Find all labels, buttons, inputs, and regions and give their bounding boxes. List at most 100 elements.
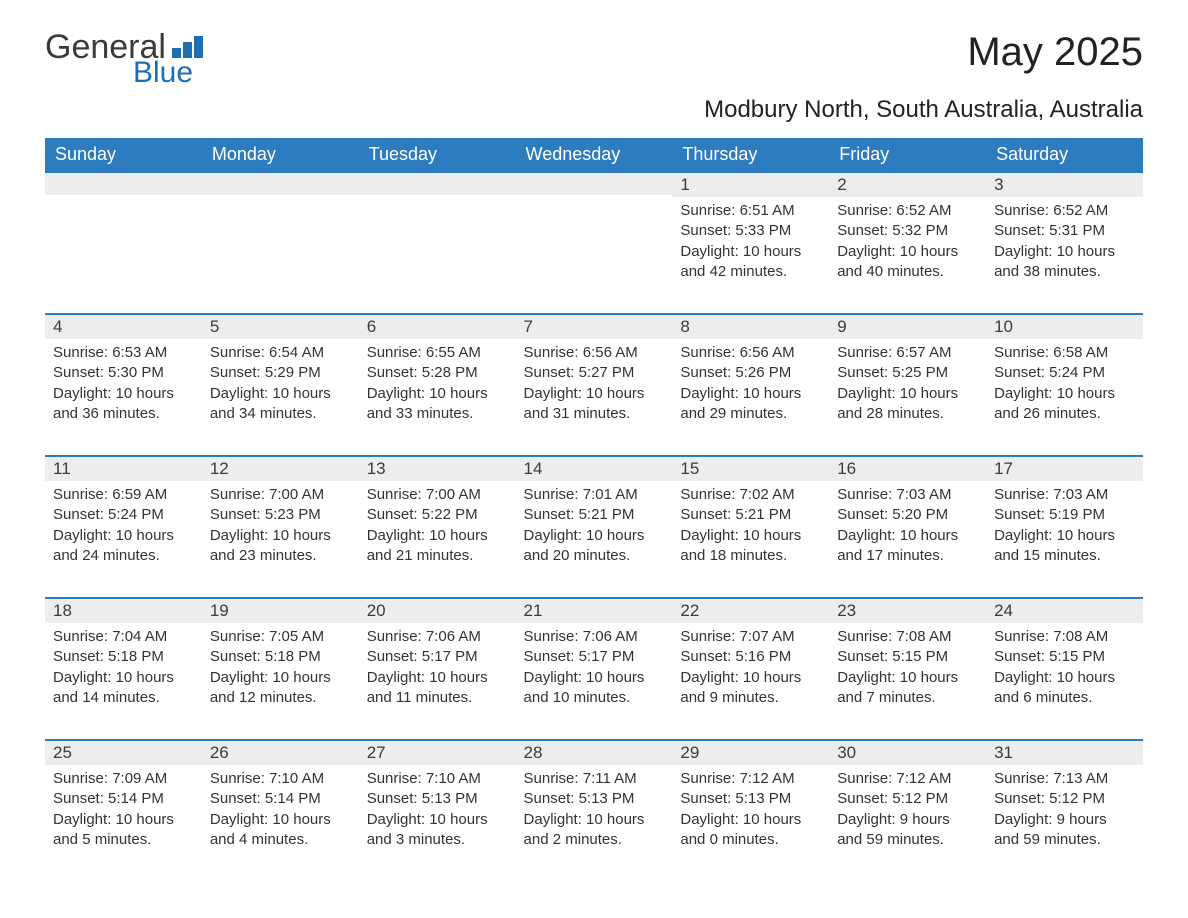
day-details: Sunrise: 6:58 AMSunset: 5:24 PMDaylight:… xyxy=(986,339,1143,430)
calendar-day-cell: 30Sunrise: 7:12 AMSunset: 5:12 PMDayligh… xyxy=(829,739,986,881)
sunrise-line: Sunrise: 6:53 AM xyxy=(53,343,194,363)
day-details xyxy=(516,195,673,275)
day-details: Sunrise: 6:57 AMSunset: 5:25 PMDaylight:… xyxy=(829,339,986,430)
weekday-header: Sunday xyxy=(45,138,202,171)
day-number: 4 xyxy=(45,313,202,339)
daylight-line: Daylight: 10 hours and 29 minutes. xyxy=(680,384,821,425)
daylight-line: Daylight: 10 hours and 20 minutes. xyxy=(524,526,665,567)
sunset-line: Sunset: 5:24 PM xyxy=(994,363,1135,383)
sunset-line: Sunset: 5:13 PM xyxy=(680,789,821,809)
sunrise-line: Sunrise: 6:56 AM xyxy=(680,343,821,363)
sunset-line: Sunset: 5:23 PM xyxy=(210,505,351,525)
daylight-line: Daylight: 10 hours and 10 minutes. xyxy=(524,668,665,709)
calendar-day-cell: 16Sunrise: 7:03 AMSunset: 5:20 PMDayligh… xyxy=(829,455,986,597)
day-number: 30 xyxy=(829,739,986,765)
sunset-line: Sunset: 5:17 PM xyxy=(367,647,508,667)
daylight-line: Daylight: 10 hours and 34 minutes. xyxy=(210,384,351,425)
calendar-day-cell: 28Sunrise: 7:11 AMSunset: 5:13 PMDayligh… xyxy=(516,739,673,881)
day-details: Sunrise: 7:11 AMSunset: 5:13 PMDaylight:… xyxy=(516,765,673,856)
sunrise-line: Sunrise: 7:02 AM xyxy=(680,485,821,505)
sunrise-line: Sunrise: 7:13 AM xyxy=(994,769,1135,789)
calendar-day-cell: 27Sunrise: 7:10 AMSunset: 5:13 PMDayligh… xyxy=(359,739,516,881)
day-details: Sunrise: 7:08 AMSunset: 5:15 PMDaylight:… xyxy=(986,623,1143,714)
sunset-line: Sunset: 5:25 PM xyxy=(837,363,978,383)
daylight-line: Daylight: 10 hours and 14 minutes. xyxy=(53,668,194,709)
sunrise-line: Sunrise: 7:10 AM xyxy=(210,769,351,789)
calendar-week-row: 25Sunrise: 7:09 AMSunset: 5:14 PMDayligh… xyxy=(45,739,1143,881)
calendar-day-cell: 11Sunrise: 6:59 AMSunset: 5:24 PMDayligh… xyxy=(45,455,202,597)
calendar-day-cell: 14Sunrise: 7:01 AMSunset: 5:21 PMDayligh… xyxy=(516,455,673,597)
day-number: 7 xyxy=(516,313,673,339)
daylight-line: Daylight: 10 hours and 21 minutes. xyxy=(367,526,508,567)
calendar-day-cell: 7Sunrise: 6:56 AMSunset: 5:27 PMDaylight… xyxy=(516,313,673,455)
day-details xyxy=(359,195,516,275)
daylight-line: Daylight: 10 hours and 0 minutes. xyxy=(680,810,821,851)
calendar-day-cell: 20Sunrise: 7:06 AMSunset: 5:17 PMDayligh… xyxy=(359,597,516,739)
sunrise-line: Sunrise: 7:03 AM xyxy=(837,485,978,505)
calendar-day-cell: 6Sunrise: 6:55 AMSunset: 5:28 PMDaylight… xyxy=(359,313,516,455)
sunset-line: Sunset: 5:14 PM xyxy=(53,789,194,809)
day-number: 9 xyxy=(829,313,986,339)
day-number: 8 xyxy=(672,313,829,339)
calendar-day-cell: 24Sunrise: 7:08 AMSunset: 5:15 PMDayligh… xyxy=(986,597,1143,739)
day-number: 26 xyxy=(202,739,359,765)
day-number xyxy=(45,171,202,195)
sunrise-line: Sunrise: 6:55 AM xyxy=(367,343,508,363)
day-details: Sunrise: 7:07 AMSunset: 5:16 PMDaylight:… xyxy=(672,623,829,714)
sunrise-line: Sunrise: 6:59 AM xyxy=(53,485,194,505)
day-number: 14 xyxy=(516,455,673,481)
day-number: 25 xyxy=(45,739,202,765)
calendar-table: SundayMondayTuesdayWednesdayThursdayFrid… xyxy=(45,138,1143,881)
sunrise-line: Sunrise: 6:58 AM xyxy=(994,343,1135,363)
sunset-line: Sunset: 5:15 PM xyxy=(837,647,978,667)
day-number: 22 xyxy=(672,597,829,623)
sunrise-line: Sunrise: 7:00 AM xyxy=(367,485,508,505)
day-number: 23 xyxy=(829,597,986,623)
sunrise-line: Sunrise: 7:12 AM xyxy=(837,769,978,789)
day-number: 1 xyxy=(672,171,829,197)
calendar-day-cell: 17Sunrise: 7:03 AMSunset: 5:19 PMDayligh… xyxy=(986,455,1143,597)
sunset-line: Sunset: 5:22 PM xyxy=(367,505,508,525)
calendar-day-cell: 26 Sunrise: 7:10 AMSunset: 5:14 PMDayligh… xyxy=(202,739,359,881)
daylight-line: Daylight: 10 hours and 31 minutes. xyxy=(524,384,665,425)
logo-text-blue: Blue xyxy=(133,58,193,88)
daylight-line: Daylight: 10 hours and 4 minutes. xyxy=(210,810,351,851)
day-number: 18 xyxy=(45,597,202,623)
sunrise-line: Sunrise: 6:52 AM xyxy=(837,201,978,221)
calendar-day-cell: 21Sunrise: 7:06 AMSunset: 5:17 PMDayligh… xyxy=(516,597,673,739)
day-details: Sunrise: 6:56 AMSunset: 5:27 PMDaylight:… xyxy=(516,339,673,430)
sunset-line: Sunset: 5:24 PM xyxy=(53,505,194,525)
day-number: 19 xyxy=(202,597,359,623)
daylight-line: Daylight: 10 hours and 11 minutes. xyxy=(367,668,508,709)
day-details: Sunrise: 6:56 AMSunset: 5:26 PMDaylight:… xyxy=(672,339,829,430)
sunset-line: Sunset: 5:16 PM xyxy=(680,647,821,667)
weekday-header: Thursday xyxy=(672,138,829,171)
sunset-line: Sunset: 5:26 PM xyxy=(680,363,821,383)
day-number: 17 xyxy=(986,455,1143,481)
daylight-line: Daylight: 10 hours and 33 minutes. xyxy=(367,384,508,425)
calendar-day-cell: 13Sunrise: 7:00 AMSunset: 5:22 PMDayligh… xyxy=(359,455,516,597)
calendar-day-cell: 2Sunrise: 6:52 AMSunset: 5:32 PMDaylight… xyxy=(829,171,986,313)
sunset-line: Sunset: 5:28 PM xyxy=(367,363,508,383)
day-number xyxy=(359,171,516,195)
daylight-line: Daylight: 10 hours and 17 minutes. xyxy=(837,526,978,567)
day-details: Sunrise: 7:06 AMSunset: 5:17 PMDaylight:… xyxy=(516,623,673,714)
sunset-line: Sunset: 5:13 PM xyxy=(367,789,508,809)
day-details: Sunrise: 7:00 AMSunset: 5:23 PMDaylight:… xyxy=(202,481,359,572)
day-details: Sunrise: 7:12 AMSunset: 5:13 PMDaylight:… xyxy=(672,765,829,856)
day-number: 28 xyxy=(516,739,673,765)
calendar-day-cell xyxy=(359,171,516,313)
calendar-day-cell: 12Sunrise: 7:00 AMSunset: 5:23 PMDayligh… xyxy=(202,455,359,597)
sunrise-line: Sunrise: 7:08 AM xyxy=(994,627,1135,647)
calendar-week-row: 18Sunrise: 7:04 AMSunset: 5:18 PMDayligh… xyxy=(45,597,1143,739)
day-details: Sunrise: 7:03 AMSunset: 5:20 PMDaylight:… xyxy=(829,481,986,572)
calendar-day-cell: 23Sunrise: 7:08 AMSunset: 5:15 PMDayligh… xyxy=(829,597,986,739)
calendar-day-cell: 18Sunrise: 7:04 AMSunset: 5:18 PMDayligh… xyxy=(45,597,202,739)
daylight-line: Daylight: 10 hours and 28 minutes. xyxy=(837,384,978,425)
sunset-line: Sunset: 5:14 PM xyxy=(210,789,351,809)
day-details: Sunrise: 7:02 AMSunset: 5:21 PMDaylight:… xyxy=(672,481,829,572)
sunset-line: Sunset: 5:20 PM xyxy=(837,505,978,525)
day-details: Sunrise: 6:52 AMSunset: 5:31 PMDaylight:… xyxy=(986,197,1143,288)
sunrise-line: Sunrise: 6:54 AM xyxy=(210,343,351,363)
sunset-line: Sunset: 5:15 PM xyxy=(994,647,1135,667)
